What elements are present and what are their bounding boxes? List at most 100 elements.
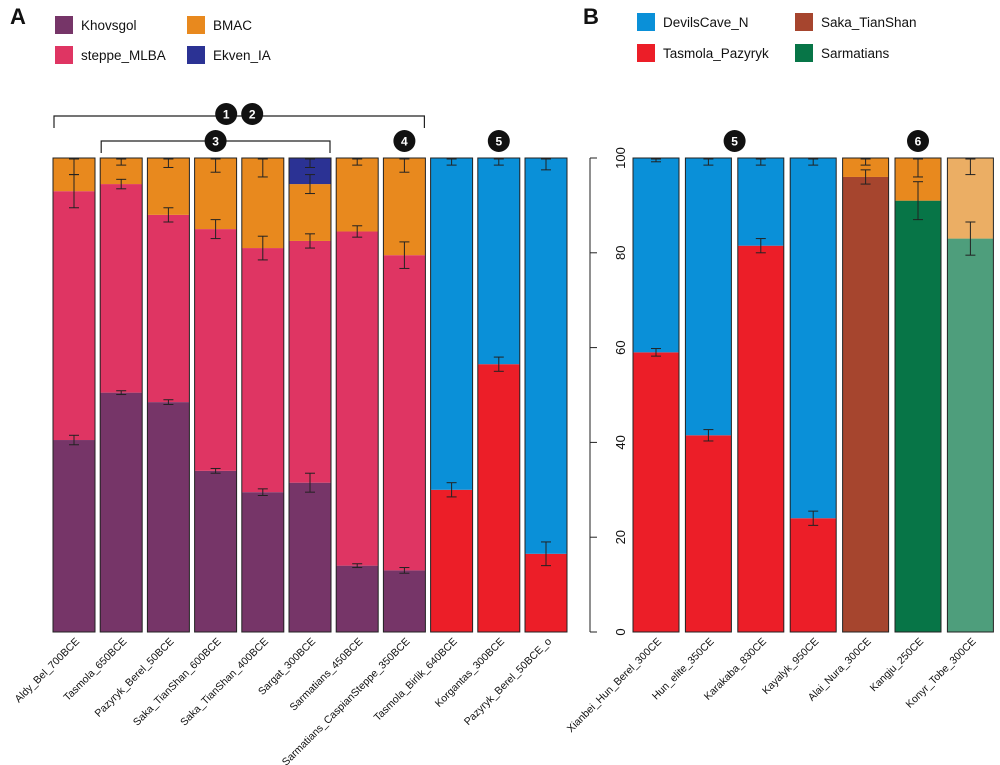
bar-segment-korgantas-300bce-devilscave-n: [477, 158, 520, 365]
error-bar-sarmatians-caspiansteppe-350bce-2: [399, 158, 410, 173]
error-bar-karakaba-830ce-0: [755, 238, 766, 254]
bar-segment-pazyryk-berel-50bce-steppe-mlba: [147, 214, 190, 403]
legend-swatch-saka-tianshan: [795, 13, 813, 31]
group-badge-5-circle: [487, 130, 510, 152]
error-bar-aldy-bel-700bce-0: [69, 434, 79, 446]
error-bar-hun-elite-350ce-1: [703, 158, 714, 166]
error-bar-sarmatians-450bce-0: [352, 563, 363, 569]
legend-label-tasmola-pazyryk: Tasmola_Pazyryk: [663, 46, 769, 61]
bar-outline-aldy-bel-700bce: [52, 157, 96, 633]
bar-segment-hun-elite-350ce-devilscave-n: [685, 158, 732, 436]
bar-segment-korgantas-300bce-tasmola-pazyryk: [477, 364, 520, 632]
x-tick-label-saka-tianshan-600bce: Saka_TianShan_600BCE: [131, 636, 224, 729]
y-tick-label-40: 40: [613, 435, 628, 449]
group-badge-6: 6: [915, 134, 922, 148]
error-bar-alai-nura-300ce-0: [860, 169, 871, 185]
y-tick-label-100: 100: [613, 147, 628, 169]
bar-outline-kayalyk-950ce: [789, 157, 837, 633]
x-tick-label-kangju-250ce: Kangju_250CE: [868, 636, 926, 694]
bar-outline-kangju-250ce: [894, 157, 942, 633]
group-badge-5-circle: [723, 130, 746, 152]
bar-outline-tasmola-birlik-640bce: [430, 157, 474, 633]
error-bar-saka-tianshan-600bce-0: [210, 467, 221, 474]
bar-segment-alai-nura-300ce-saka-tianshan: [842, 176, 889, 632]
group-badge-5: 5: [495, 134, 502, 148]
error-bar-korgantas-300bce-0: [493, 356, 504, 372]
bar-segment-karakaba-830ce-tasmola-pazyryk: [737, 245, 784, 632]
legend-label-devilscave-n: DevilsCave_N: [663, 15, 749, 30]
bar-segment-kangju-250ce-sarmatians: [895, 200, 941, 632]
legend-swatch-devilscave-n: [637, 13, 655, 31]
bar-segment-sargat-300bce-khovsgol: [289, 482, 331, 632]
bar-segment-kayalyk-950ce-tasmola-pazyryk: [790, 518, 837, 632]
error-bar-tasmola-birlik-640bce-0: [446, 482, 457, 498]
error-bar-sarmatians-450bce-1: [352, 225, 363, 238]
bar-outline-tasmola-650bce: [99, 157, 143, 633]
group-badge-1: 1: [223, 107, 230, 121]
bar-outline-korgantas-300bce: [477, 157, 521, 633]
bar-segment-pazyryk-berel-50bce-khovsgol: [147, 402, 190, 632]
error-bar-sarmatians-caspiansteppe-350bce-1: [399, 241, 410, 269]
y-tick-label-60: 60: [613, 340, 628, 354]
legend-label-steppe-mlba: steppe_MLBA: [81, 48, 166, 63]
group-bracket-1-2: [53, 115, 425, 128]
panel-b-chart: DevilsCave_N Saka_TianShan Tasmola_Pazyryk…: [565, 13, 994, 735]
bar-outline-pazyryk-berel-50bce: [146, 157, 190, 633]
bar-segment-pazyryk-berel-50bce-o-devilscave-n: [525, 158, 567, 554]
bar-outline-saka-tianshan-600bce: [194, 157, 238, 633]
error-bar-kayalyk-950ce-0: [808, 510, 819, 526]
bar-segment-sarmatians-caspiansteppe-350bce-khovsgol: [383, 570, 426, 632]
bar-segment-sarmatians-450bce-bmac: [336, 158, 379, 232]
panel-b-letter: B: [583, 4, 599, 29]
group-badge-5: 5: [731, 134, 738, 148]
bar-outline-sarmatians-caspiansteppe-350bce: [382, 157, 426, 633]
bar-segment-tasmola-650bce-steppe-mlba: [100, 184, 143, 393]
bar-segment-saka-tianshan-600bce-khovsgol: [194, 470, 237, 632]
bar-segment-sargat-300bce-steppe-mlba: [289, 240, 331, 483]
error-bar-tasmola-650bce-1: [116, 178, 127, 190]
bar-segment-sarmatians-450bce-khovsgol: [336, 565, 379, 632]
bar-segment-xianbei-hun-berel-300ce-devilscave-n: [633, 158, 679, 353]
bar-segment-saka-tianshan-400bce-khovsgol: [241, 492, 284, 632]
legend-label-khovsgol: Khovsgol: [81, 18, 137, 33]
error-bar-alai-nura-300ce-1: [860, 158, 871, 166]
error-bar-sarmatians-450bce-2: [352, 158, 363, 166]
legend-swatch-sarmatians: [795, 44, 813, 62]
x-tick-label-tasmola-birlik-640bce: Tasmola_Birlik_640BCE: [372, 636, 460, 724]
bar-segment-saka-tianshan-400bce-steppe-mlba: [241, 248, 284, 493]
error-bar-pazyryk-berel-50bce-o-1: [541, 158, 551, 171]
group-badge-6-circle: [907, 130, 929, 152]
group-badge-3: 3: [212, 134, 219, 148]
error-bar-saka-tianshan-400bce-1: [257, 235, 268, 261]
bar-segment-konyr-tobe-300ce-sarmatians: [947, 238, 994, 632]
y-tick-label-0: 0: [613, 628, 628, 635]
error-bar-sarmatians-caspiansteppe-350bce-0: [399, 567, 410, 574]
error-bar-sargat-300bce-0: [305, 472, 315, 493]
error-bar-tasmola-650bce-2: [116, 158, 127, 166]
error-bar-korgantas-300bce-1: [493, 158, 504, 166]
error-bar-pazyryk-berel-50bce-1: [163, 207, 174, 223]
legend-swatch-steppe-mlba: [55, 46, 73, 64]
error-bar-sargat-300bce-1: [305, 233, 315, 249]
y-tick-label-20: 20: [613, 530, 628, 544]
bar-segment-tasmola-650bce-khovsgol: [100, 392, 143, 632]
error-bar-pazyryk-berel-50bce-o-0: [541, 541, 551, 567]
bar-segment-aldy-bel-700bce-steppe-mlba: [53, 191, 95, 441]
legend-label-ekven-ia: Ekven_IA: [213, 48, 271, 63]
bar-segment-kayalyk-950ce-devilscave-n: [790, 158, 837, 519]
bar-segment-sarmatians-450bce-steppe-mlba: [336, 231, 379, 566]
bar-segment-sarmatians-caspiansteppe-350bce-bmac: [383, 158, 426, 256]
bar-segment-xianbei-hun-berel-300ce-tasmola-pazyryk: [633, 352, 679, 632]
bar-segment-aldy-bel-700bce-khovsgol: [53, 440, 95, 632]
group-badge-3-circle: [204, 130, 227, 152]
legend-label-sarmatians: Sarmatians: [821, 46, 890, 61]
bar-outline-hun-elite-350ce: [684, 157, 732, 633]
bar-segment-pazyryk-berel-50bce-o-tasmola-pazyryk: [525, 553, 567, 632]
bar-segment-hun-elite-350ce-tasmola-pazyryk: [685, 435, 732, 632]
bar-outline-konyr-tobe-300ce: [946, 157, 994, 633]
legend-label-bmac: BMAC: [213, 18, 252, 33]
error-bar-hun-elite-350ce-0: [703, 429, 714, 442]
group-badge-4-circle: [393, 130, 416, 152]
bar-segment-tasmola-birlik-640bce-devilscave-n: [430, 158, 473, 490]
